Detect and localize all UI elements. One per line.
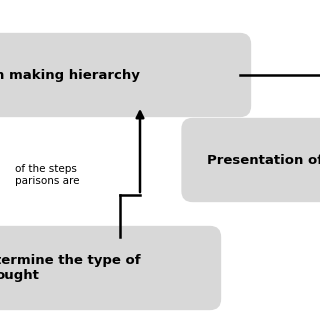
Text: n making hierarchy: n making hierarchy (0, 68, 140, 82)
FancyBboxPatch shape (0, 33, 251, 117)
FancyBboxPatch shape (181, 118, 320, 202)
Text: Presentation of: Presentation of (207, 154, 320, 166)
Text: termine the type of
ought: termine the type of ought (0, 254, 140, 282)
Text: of the steps
parisons are: of the steps parisons are (15, 164, 79, 186)
FancyBboxPatch shape (0, 226, 221, 310)
